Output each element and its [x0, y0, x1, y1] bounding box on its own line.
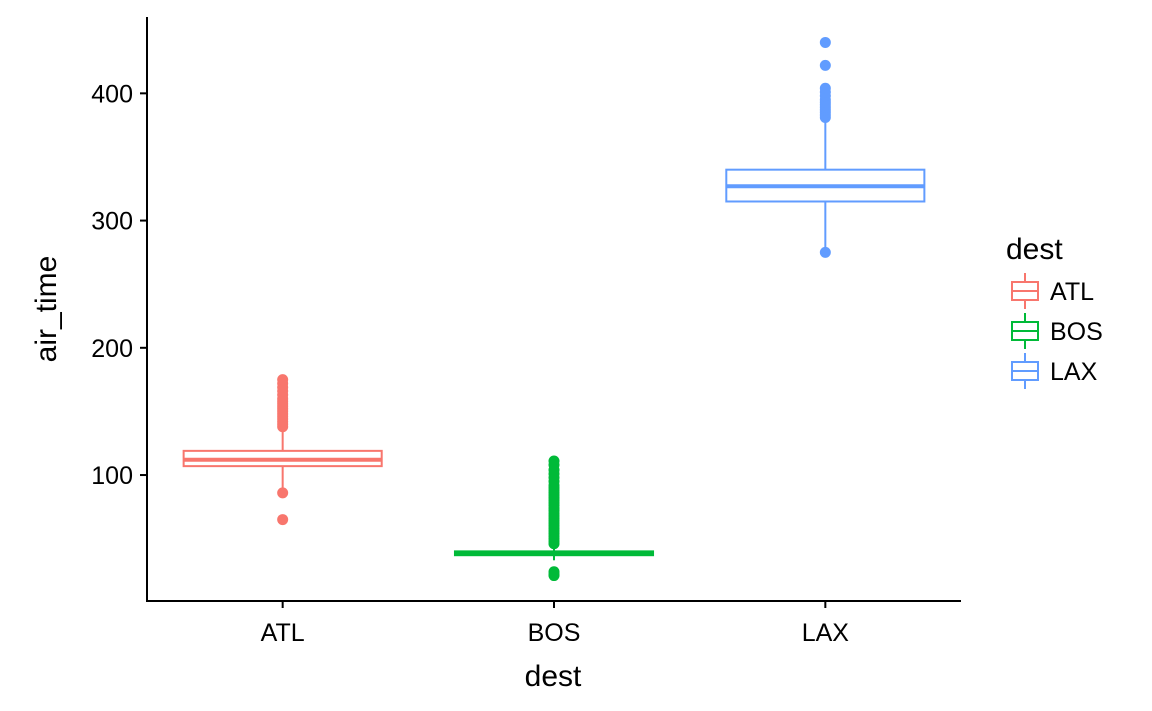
x-tick-label: BOS	[528, 619, 581, 647]
boxplot-bos	[453, 455, 655, 582]
plot-marks	[182, 36, 926, 582]
y-tick-label: 100	[91, 462, 133, 490]
legend: dest ATL BOS LAX	[1006, 233, 1103, 389]
legend-key-lax: LAX	[1011, 353, 1098, 389]
legend-key-bos: BOS	[1011, 313, 1103, 349]
legend-label: BOS	[1050, 318, 1103, 346]
boxplot-lax	[725, 36, 926, 258]
x-ticks: ATL BOS LAX	[261, 601, 850, 647]
y-axis-title: air_time	[30, 256, 63, 363]
outlier-point	[548, 455, 560, 467]
x-tick-label: ATL	[261, 619, 305, 647]
y-tick-label: 300	[91, 208, 133, 236]
outlier-point	[277, 487, 289, 499]
x-axis-title: dest	[525, 660, 582, 693]
legend-label: LAX	[1050, 358, 1098, 386]
outlier-point	[277, 374, 289, 386]
outlier-point	[819, 36, 831, 48]
legend-key-atl: ATL	[1011, 273, 1094, 309]
outlier-point	[819, 82, 831, 94]
y-tick-label: 400	[91, 80, 133, 108]
y-tick-label: 200	[91, 335, 133, 363]
legend-keys: ATL BOS LAX	[1011, 273, 1103, 389]
outlier-point	[819, 246, 831, 258]
y-ticks: 100 200 300 400	[91, 80, 147, 490]
legend-label: ATL	[1050, 278, 1094, 306]
legend-title: dest	[1006, 233, 1063, 266]
outlier-point	[819, 59, 831, 71]
outlier-point	[548, 566, 560, 578]
outlier-point	[277, 514, 289, 526]
x-tick-label: LAX	[802, 619, 850, 647]
boxplot-atl	[182, 374, 383, 526]
